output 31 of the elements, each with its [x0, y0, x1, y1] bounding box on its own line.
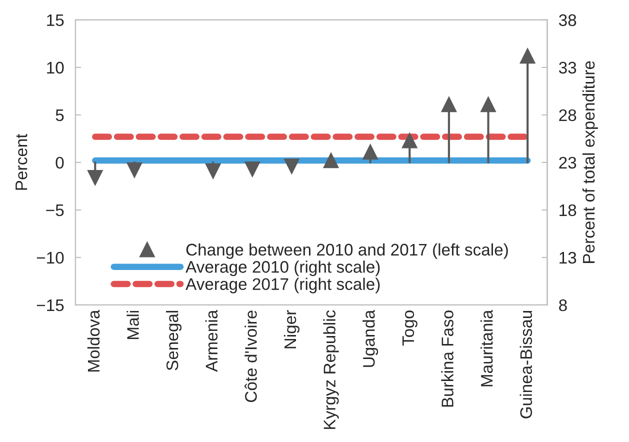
x-tick-label: Mali [126, 310, 139, 340]
x-tick-label: Côte d'Ivoire [244, 310, 257, 402]
x-tick-label: Niger [284, 310, 300, 348]
y-tick-label: −5 [46, 204, 64, 216]
x-tick-label: Guinea-Bissau [520, 310, 532, 418]
y2-axis-title: Percent of total expenditure [582, 61, 598, 263]
x-tick-label: Moldova [87, 310, 100, 372]
y-axis-title: Percent [16, 134, 28, 190]
y-tick-label: 0 [56, 156, 64, 169]
legend-label: Change between 2010 and 2017 (left scale) [186, 243, 508, 259]
y-tick-label: −10 [36, 252, 64, 264]
x-tick-label: Kyrgyz Republic [323, 310, 339, 429]
x-tick-label: Uganda [362, 310, 378, 367]
x-tick-label: Senegal [166, 310, 182, 370]
y2-tick-label: 13 [560, 252, 576, 264]
y2-tick-label: 23 [559, 156, 576, 169]
y2-tick-label: 33 [558, 62, 576, 74]
x-tick-label: Armenia [205, 310, 218, 372]
y-tick-label: −15 [36, 300, 64, 312]
x-tick-label: Togo [402, 310, 418, 346]
y2-tick-label: 38 [558, 14, 576, 26]
y2-tick-label: 28 [559, 109, 576, 122]
legend-label: Average 2017 (right scale) [186, 278, 380, 294]
y2-tick-label: 18 [560, 204, 576, 216]
y-tick-label: 10 [47, 62, 64, 74]
x-tick-label: Mauritania [480, 310, 493, 386]
x-tick-label: Burkina Faso [441, 310, 454, 407]
legend-label: Average 2010 (right scale) [186, 260, 380, 276]
y-tick-label: 15 [47, 14, 64, 26]
y-tick-label: 5 [56, 109, 64, 122]
y2-tick-label: 8 [559, 299, 567, 312]
